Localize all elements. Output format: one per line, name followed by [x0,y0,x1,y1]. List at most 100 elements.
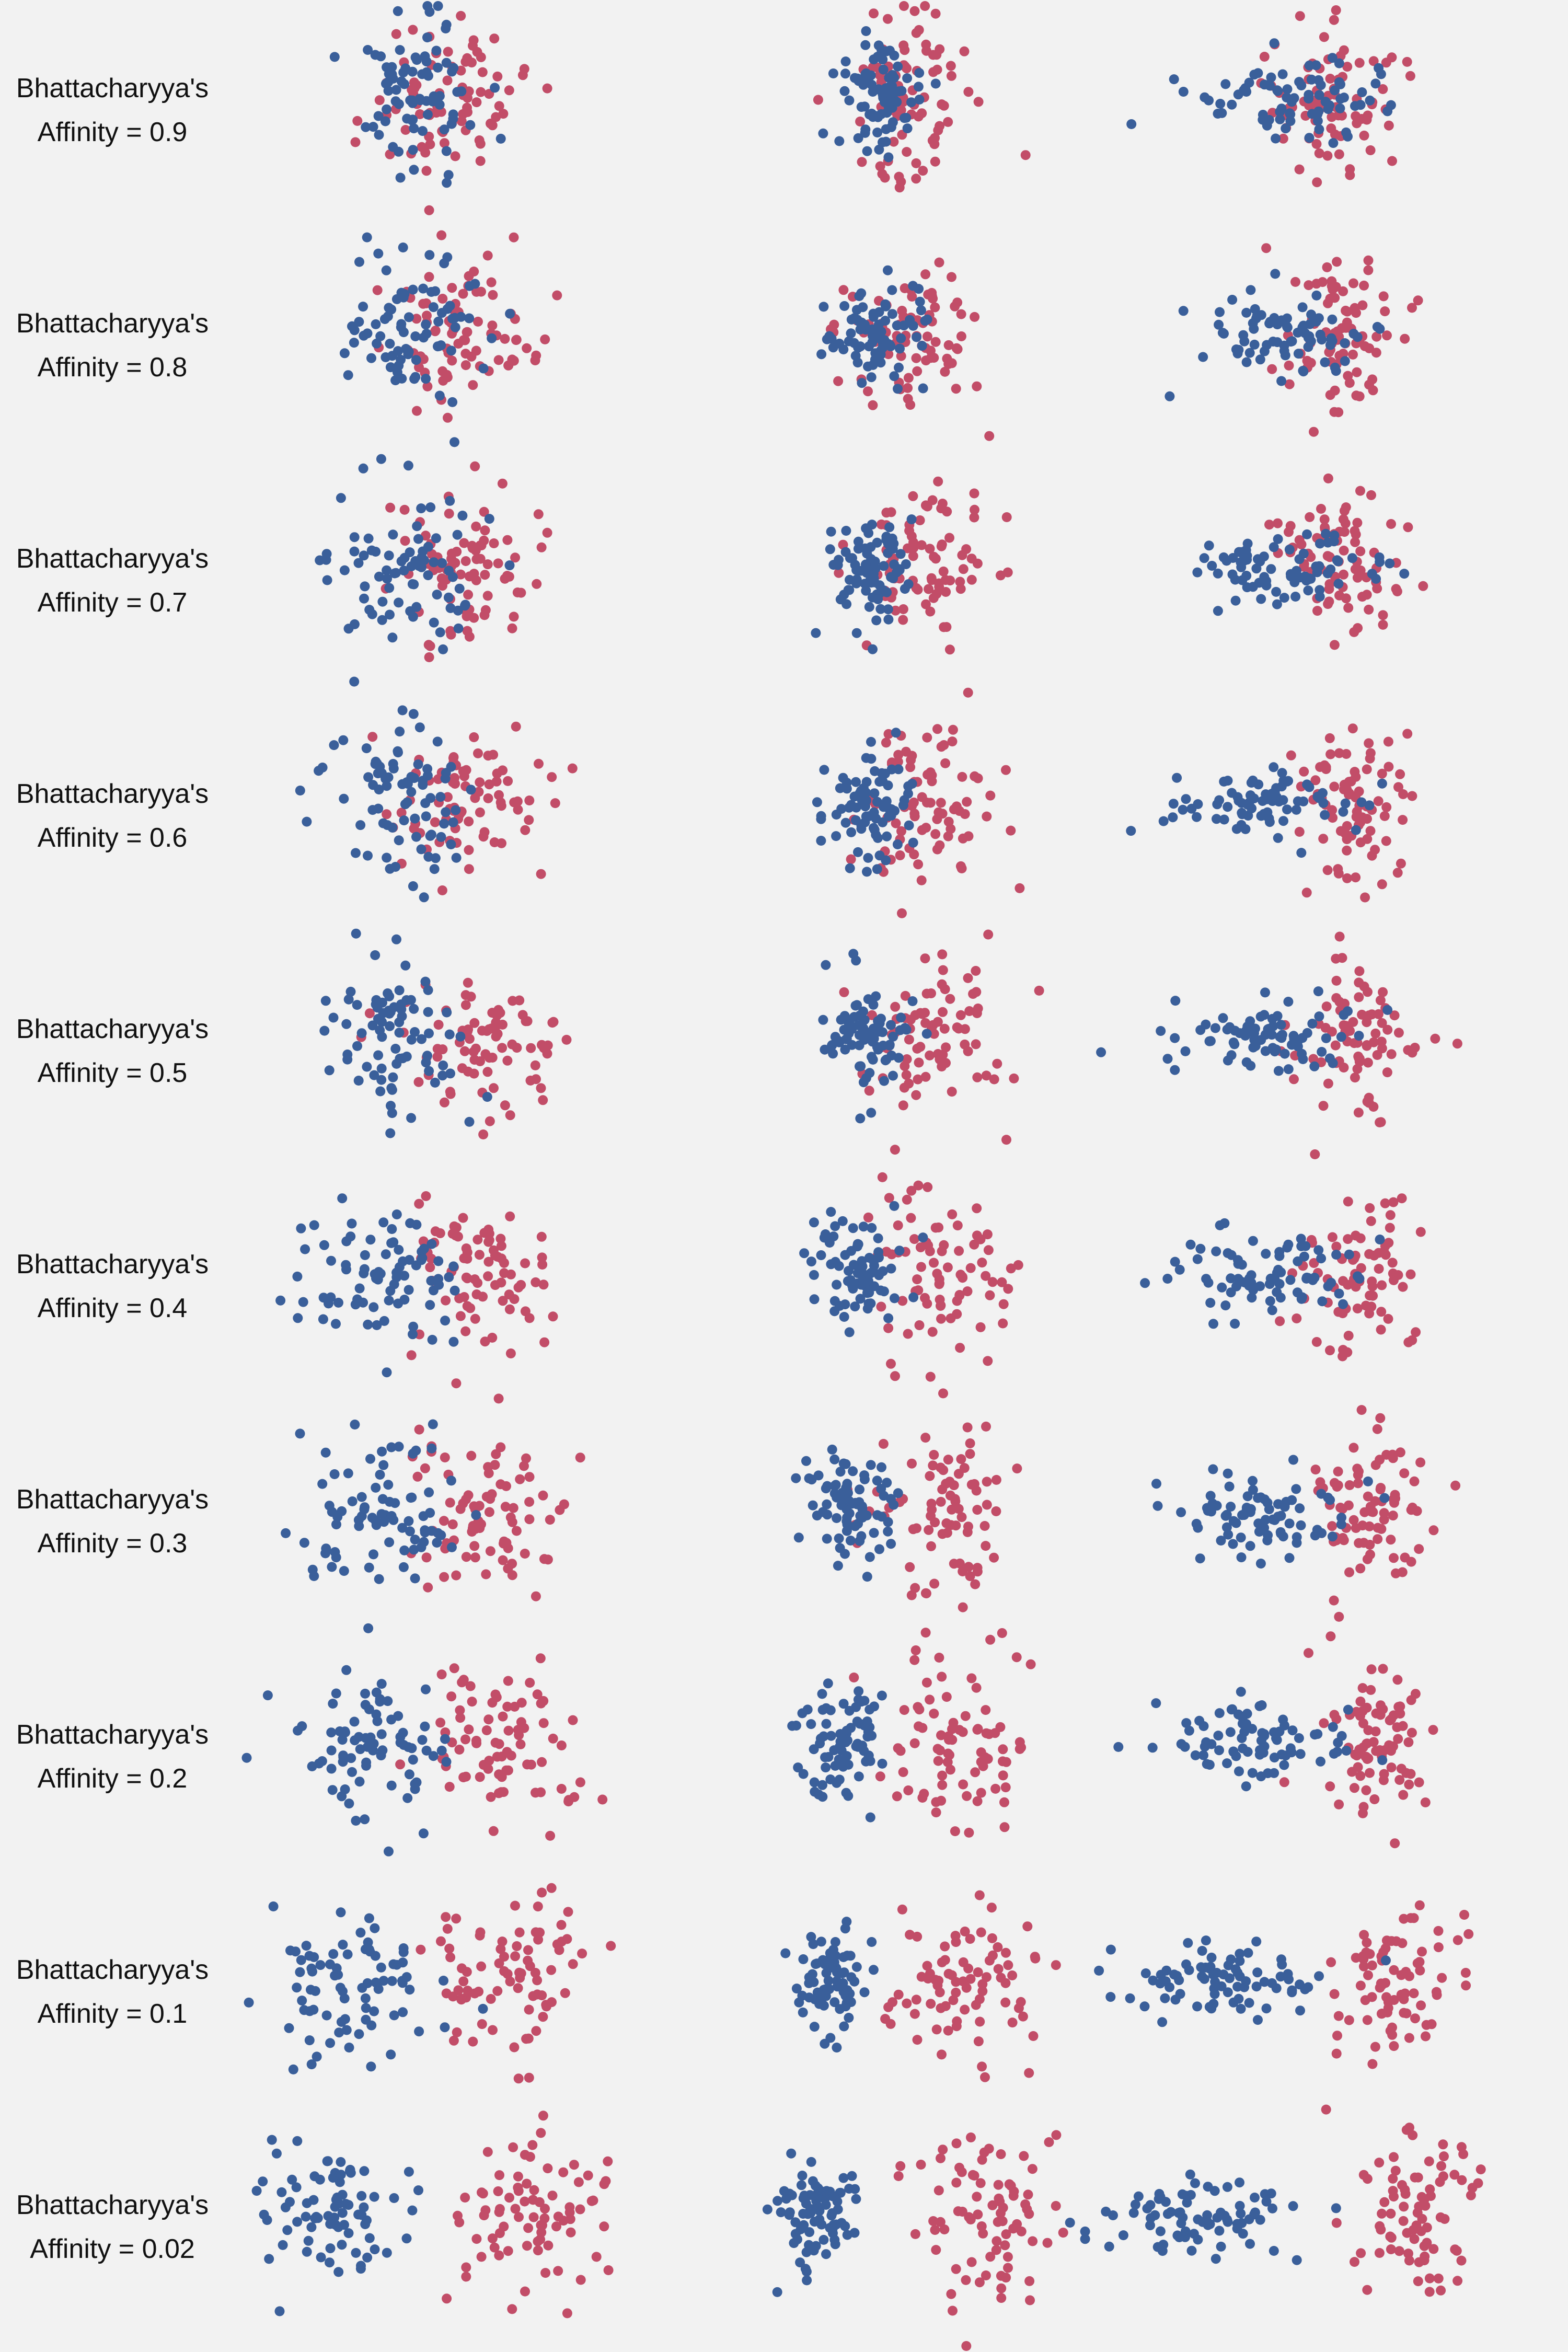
data-point-class-b [485,1494,495,1504]
data-point-class-b [947,272,956,282]
data-point-class-b [922,331,932,342]
data-point-class-a [808,1500,818,1511]
data-point-class-a [1261,2196,1272,2207]
data-point-class-a [889,1293,900,1304]
data-point-class-a [1213,1731,1224,1741]
data-point-class-a [336,2157,346,2167]
data-point-class-b [1411,1327,1421,1338]
data-point-class-a [849,791,860,802]
data-point-class-a [354,1777,365,1787]
data-point-class-a [371,319,381,329]
data-point-class-a [393,747,403,758]
data-point-class-a [1226,1050,1237,1060]
data-point-class-b [921,1588,931,1599]
data-point-class-b [1346,776,1356,787]
data-point-class-a [414,2026,424,2037]
data-point-class-a [1253,1518,1264,1529]
data-point-class-b [1373,796,1383,806]
data-point-class-b [1399,2201,1409,2212]
data-point-class-b [503,1563,513,1574]
data-point-class-b [531,350,541,361]
data-point-class-b [478,2188,488,2199]
data-point-class-b [900,990,910,1001]
data-point-class-a [1276,376,1287,386]
data-point-class-a [1321,1033,1331,1043]
data-point-class-a [317,1756,327,1766]
scatter-panel-r2-c2 [816,257,995,441]
data-point-class-a [375,1697,385,1707]
data-point-class-b [959,46,970,56]
data-point-class-b [875,161,885,171]
data-point-class-b [1344,1567,1354,1577]
data-point-class-a [835,1036,845,1047]
data-point-class-a [388,529,398,540]
data-point-class-b [1264,520,1274,530]
data-point-class-a [1386,100,1396,110]
data-point-class-a [1234,1766,1244,1777]
data-point-class-b [1371,331,1382,342]
data-point-class-b [1386,2208,1396,2219]
data-point-class-b [1399,1994,1409,2004]
data-point-class-b [943,1748,953,1759]
data-point-class-a [342,1050,353,1059]
data-point-class-b [940,984,950,995]
data-point-class-b [1405,1769,1416,1779]
data-point-class-a [375,331,386,341]
data-point-class-a [1304,574,1314,584]
data-point-class-a [1133,2191,1144,2201]
data-point-class-b [1406,1557,1416,1567]
data-point-class-a [403,1285,414,1295]
data-point-class-b [474,787,484,797]
data-point-class-a [412,55,422,65]
data-point-class-b [490,1737,501,1748]
data-point-class-b [931,2024,942,2035]
data-point-class-b [575,2275,586,2285]
data-point-class-b [553,2266,563,2276]
data-point-class-b [1311,139,1322,149]
data-point-class-b [424,652,434,662]
data-point-class-a [1284,1518,1295,1529]
data-point-class-a [429,617,439,628]
data-point-class-a [419,892,429,903]
scatter-panel-r9-c3 [1094,1900,1474,2115]
data-point-class-a [302,2246,312,2257]
data-point-class-a [835,1301,845,1311]
data-point-class-b [1362,1097,1373,1107]
data-point-class-a [384,1006,394,1016]
data-point-class-a [1335,94,1346,104]
data-point-class-b [934,1653,944,1663]
data-point-class-a [830,1761,840,1771]
data-point-class-a [1294,77,1305,87]
data-point-class-a [833,560,843,570]
data-point-class-a [436,1745,447,1756]
data-point-class-a [1270,269,1281,279]
data-point-class-b [1355,837,1366,848]
data-point-class-a [1217,108,1227,118]
data-point-class-b [455,1713,466,1723]
data-point-class-b [509,232,519,243]
data-point-class-a [883,614,894,625]
data-point-class-b [938,1007,948,1017]
data-point-class-b [1460,1968,1471,1978]
data-point-class-b [943,117,953,127]
data-point-class-a [1275,114,1285,124]
data-point-class-b [1421,2031,1431,2042]
data-point-class-b [1370,1726,1381,1737]
data-point-class-a [1271,133,1281,144]
data-point-class-a [395,727,405,737]
data-point-class-b [935,1745,945,1756]
data-point-class-b [1355,486,1365,496]
data-point-class-b [916,2160,926,2170]
data-point-class-b [1378,619,1388,630]
data-point-class-b [494,2204,505,2214]
data-point-class-a [1304,89,1314,100]
data-point-class-a [889,1201,900,1211]
data-point-class-a [806,2157,816,2167]
scatter-panel-r8-c3 [1113,1631,1438,1849]
data-point-class-b [940,1955,950,1965]
data-point-class-a [425,1300,435,1310]
data-point-class-b [503,2246,513,2256]
data-point-class-b [910,1583,920,1593]
data-point-class-a [1357,87,1367,97]
data-point-class-b [1324,579,1335,589]
